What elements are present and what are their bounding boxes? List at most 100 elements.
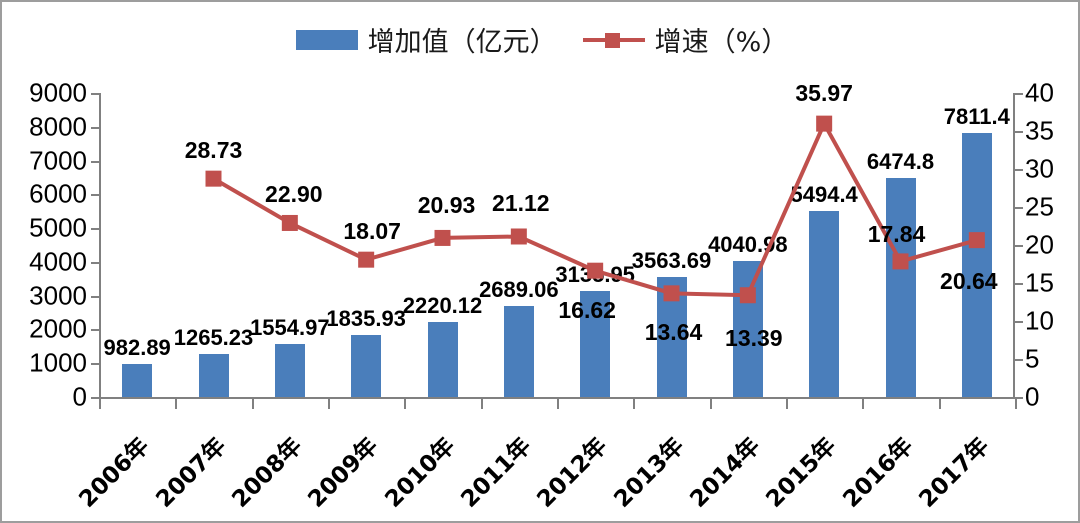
- x-tick: [633, 399, 636, 409]
- bar-swatch-icon: [295, 29, 358, 50]
- x-tick: [786, 399, 788, 409]
- bar[interactable]: [427, 322, 458, 397]
- bar-value-label: 2220.12: [402, 293, 483, 318]
- x-tick: [709, 399, 712, 409]
- line-marker[interactable]: [892, 253, 909, 270]
- line-value-label: 13.64: [644, 319, 703, 346]
- line-value-label: 28.73: [184, 136, 243, 163]
- bar[interactable]: [732, 260, 763, 397]
- line-value-label: 20.64: [940, 268, 998, 295]
- x-tick: [175, 399, 178, 409]
- legend-item-label: 增速（%）: [654, 27, 789, 58]
- y-tick-label: 0: [72, 381, 87, 412]
- line-marker[interactable]: [434, 229, 451, 246]
- y-tick-label: 4000: [29, 246, 87, 277]
- line-marker[interactable]: [205, 170, 222, 187]
- y-tick-label: 6000: [29, 178, 87, 209]
- y2-tick-label: 40: [1025, 77, 1054, 108]
- legend-item-bar[interactable]: 增加值（亿元）: [295, 20, 557, 59]
- y-tick-label: 5000: [29, 212, 87, 243]
- bar[interactable]: [351, 335, 382, 397]
- y-tick-label: 2000: [29, 313, 87, 344]
- y2-tick-label: 30: [1025, 153, 1054, 184]
- y2-tick: [1015, 169, 1023, 171]
- y-tick: [91, 261, 99, 264]
- line-value-label: 20.93: [417, 191, 476, 218]
- bar-value-label: 982.89: [103, 334, 171, 360]
- line-value-label: 18.07: [343, 217, 401, 244]
- y2-tick-label: 0: [1025, 381, 1040, 412]
- x-tick: [251, 399, 254, 409]
- bar[interactable]: [885, 178, 916, 397]
- bar[interactable]: [503, 306, 534, 397]
- y-tick: [91, 93, 99, 95]
- y-tick-label: 9000: [29, 77, 87, 108]
- y2-tick: [1015, 359, 1023, 361]
- line-value-label: 17.84: [867, 221, 926, 248]
- y-axis-right: [1013, 93, 1015, 399]
- y2-tick-label: 15: [1025, 267, 1054, 298]
- bar[interactable]: [961, 133, 992, 397]
- line-marker[interactable]: [587, 262, 604, 279]
- y-axis-left: [99, 93, 101, 399]
- y2-tick-label: 5: [1025, 343, 1040, 374]
- bar[interactable]: [580, 291, 611, 397]
- y-tick: [91, 126, 99, 129]
- bar-value-label: 2689.06: [479, 277, 559, 303]
- y-tick-label: 3000: [29, 280, 87, 311]
- y2-tick-label: 10: [1025, 305, 1054, 336]
- bar[interactable]: [122, 363, 153, 397]
- x-tick: [404, 399, 407, 409]
- line-marker[interactable]: [663, 285, 680, 302]
- y2-tick: [1015, 245, 1023, 247]
- line-marker[interactable]: [510, 228, 527, 245]
- line-series: [205, 115, 985, 304]
- y2-tick-label: 35: [1025, 115, 1054, 146]
- y-tick: [91, 363, 99, 366]
- x-tick: [480, 399, 483, 409]
- y2-tick: [1015, 283, 1023, 285]
- line-square-swatch-icon: [582, 30, 645, 50]
- line-marker[interactable]: [739, 287, 756, 304]
- legend-item-label: 增加值（亿元）: [367, 27, 557, 58]
- y-tick: [91, 397, 99, 399]
- x-tick: [938, 399, 941, 409]
- bar-value-label: 5494.4: [790, 182, 858, 208]
- bar[interactable]: [274, 344, 305, 397]
- bar-value-label: 6474.8: [866, 149, 935, 175]
- x-tick: [862, 399, 865, 409]
- y2-tick-label: 25: [1025, 191, 1054, 222]
- line-marker[interactable]: [968, 232, 985, 249]
- bar-value-label: 1554.97: [250, 315, 330, 341]
- bar[interactable]: [809, 211, 840, 397]
- x-tick: [557, 399, 559, 409]
- y2-tick: [1015, 321, 1023, 323]
- y-tick: [91, 160, 99, 163]
- x-tick: [328, 399, 330, 409]
- line-value-label: 21.12: [492, 190, 550, 217]
- bar-value-label: 7811.4: [943, 104, 1010, 130]
- legend-item-line[interactable]: 增速（%）: [582, 20, 789, 59]
- x-tick: [99, 399, 101, 409]
- line-marker[interactable]: [281, 214, 298, 231]
- line-value-label: 22.90: [265, 180, 323, 207]
- y2-tick: [1015, 131, 1023, 133]
- y-tick: [91, 228, 99, 231]
- y-tick: [91, 295, 99, 298]
- y-tick: [91, 194, 99, 197]
- bar[interactable]: [198, 354, 229, 397]
- bar-value-label: 1835.93: [326, 305, 406, 331]
- chart-legend: 增加值（亿元） 增速（%）: [2, 20, 1078, 59]
- line-marker[interactable]: [816, 115, 833, 132]
- y2-tick: [1015, 93, 1023, 95]
- y-tick: [91, 329, 99, 332]
- y2-tick: [1015, 207, 1023, 209]
- y2-tick-label: 20: [1025, 229, 1054, 260]
- line-marker[interactable]: [358, 251, 375, 268]
- bar-value-label: 3563.69: [631, 247, 712, 273]
- y-tick-label: 7000: [29, 145, 87, 176]
- y2-tick: [1015, 397, 1023, 399]
- y-tick-label: 1000: [29, 347, 87, 378]
